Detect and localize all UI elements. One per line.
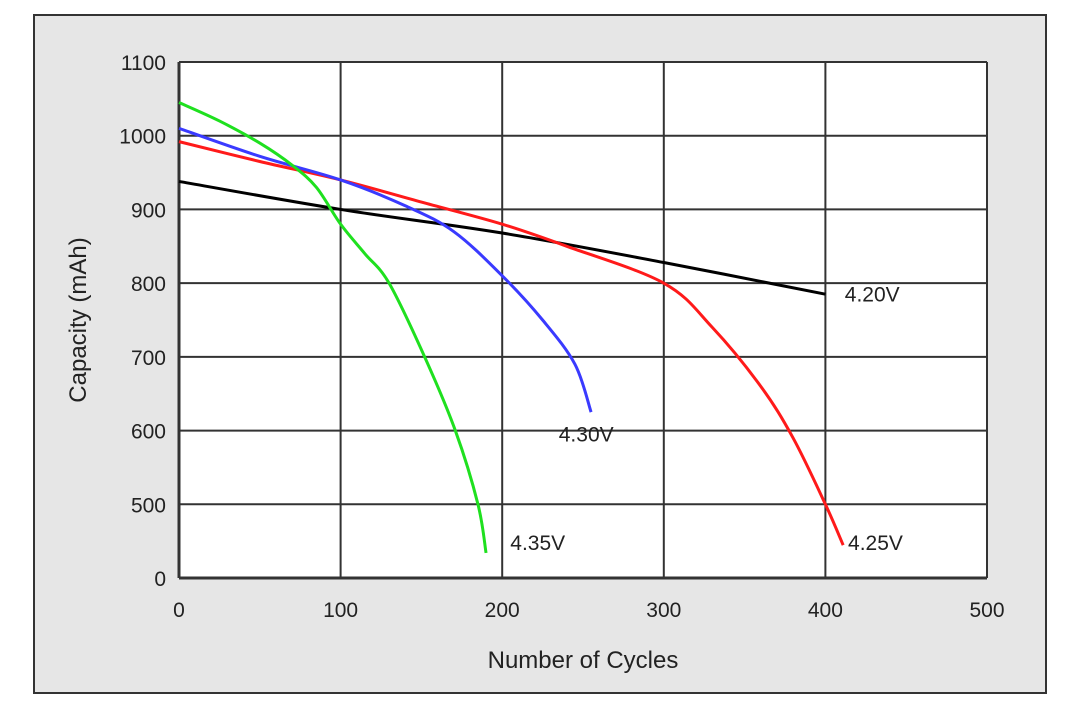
y-axis-label: Capacity (mAh) [65, 237, 92, 402]
plot-area [179, 62, 987, 578]
y-tick-label: 1000 [119, 126, 166, 149]
y-tick-label: 800 [131, 273, 166, 296]
series-line-4.20V [178, 179, 826, 296]
x-tick-label: 0 [173, 599, 185, 622]
x-tick-label: 100 [323, 599, 358, 622]
y-tick-label: 900 [131, 199, 166, 222]
x-tick-label: 400 [808, 599, 843, 622]
y-tick-label: 500 [131, 494, 166, 517]
series-label: 4.20V [845, 284, 900, 307]
y-tick-label: 600 [131, 421, 166, 444]
series-line-4.30V [178, 126, 593, 413]
y-tick-label: 1100 [121, 52, 166, 75]
series-label: 4.25V [848, 532, 903, 555]
y-tick-label: 0 [154, 568, 166, 591]
series-line-4.35V [178, 101, 488, 554]
series-label: 4.35V [510, 532, 565, 555]
x-tick-label: 300 [646, 599, 681, 622]
series-label: 4.30V [559, 424, 614, 447]
x-tick-label: 200 [485, 599, 520, 622]
x-axis-label: Number of Cycles [488, 647, 679, 674]
y-tick-label: 700 [131, 347, 166, 370]
x-tick-label: 500 [969, 599, 1004, 622]
